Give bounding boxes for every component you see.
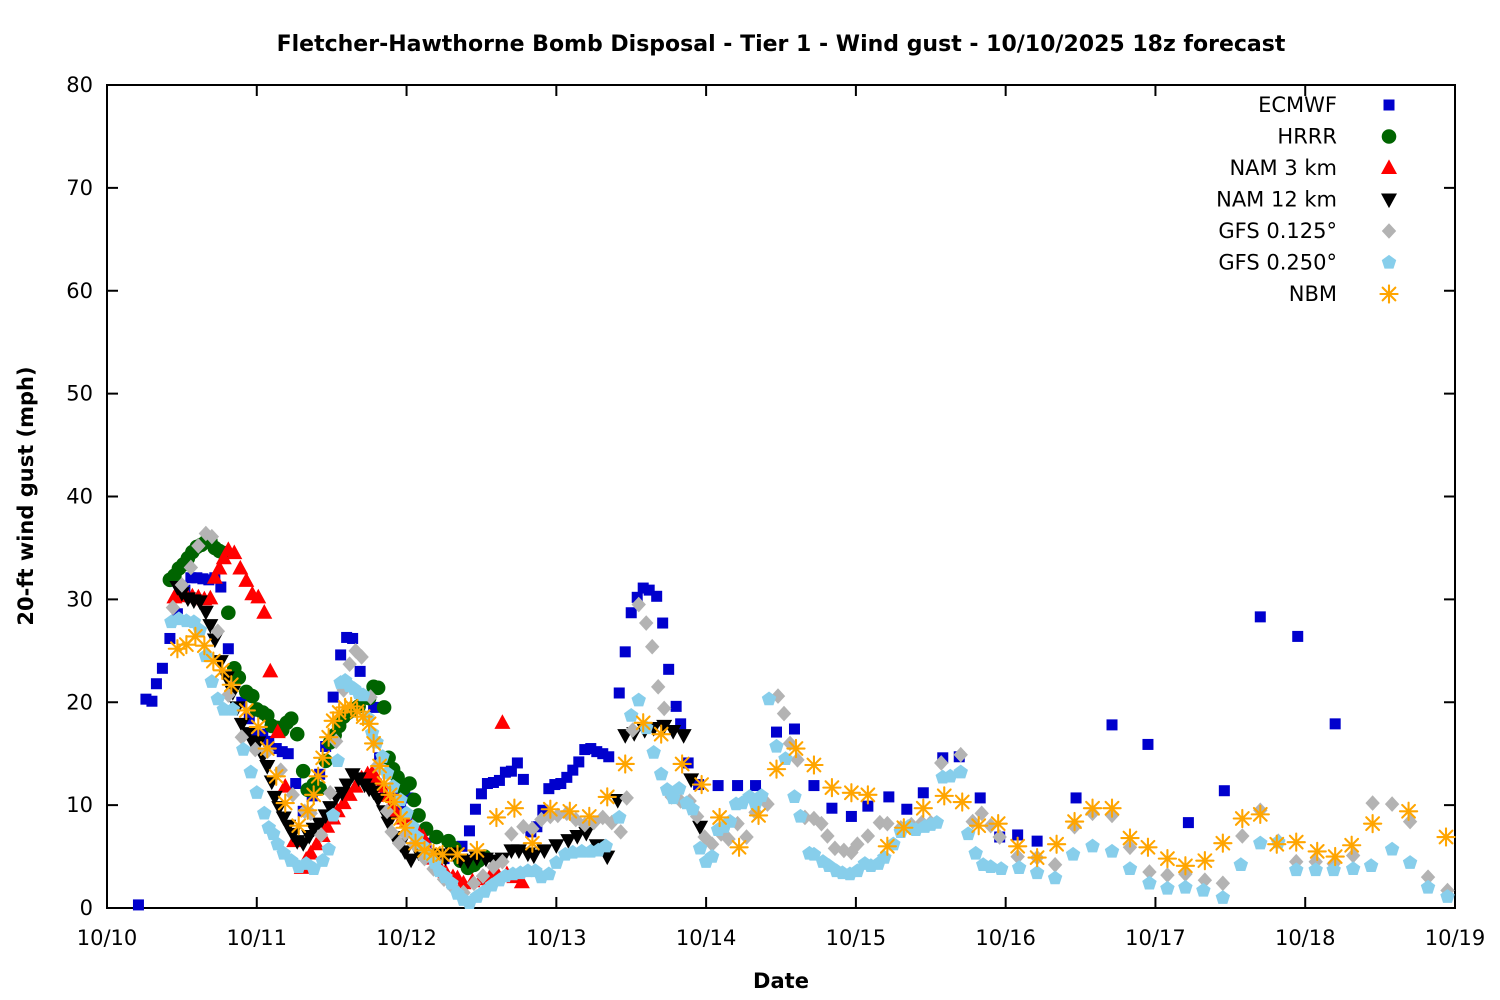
x-tick-label-10-19: 10/19 <box>1425 926 1486 950</box>
y-tick-label-20: 20 <box>66 690 93 714</box>
legend-marker-pentagon-icon <box>1381 254 1397 269</box>
legend-label: HRRR <box>1277 125 1337 149</box>
x-tick-label-10-12: 10/12 <box>376 926 437 950</box>
legend-marker-triangle-down-icon <box>1381 193 1397 209</box>
legend-item-nam-12-km: NAM 12 km <box>1216 188 1397 212</box>
tick-labels: 10/10 10/11 10/12 10/13 10/14 10/15 10/16 10/17… <box>66 73 1485 950</box>
legend-label: NBM <box>1289 282 1337 306</box>
legend: ECMWF HRRR NAM 3 km NAM 12 km GFS 0.125° GFS … <box>1216 93 1399 306</box>
legend-item-hrrr: HRRR <box>1277 125 1397 149</box>
legend-marker-square-icon <box>1383 99 1395 111</box>
legend-item-gfs-0-250-: GFS 0.250° <box>1218 251 1397 275</box>
legend-item-nam-3-km: NAM 3 km <box>1229 156 1397 180</box>
y-tick-label-30: 30 <box>66 587 93 611</box>
y-axis-label: 20-ft wind gust (mph) <box>14 366 38 625</box>
x-tick-label-10-18: 10/18 <box>1275 926 1336 950</box>
x-axis-label: Date <box>753 969 809 993</box>
legend-item-nbm: NBM <box>1289 282 1399 306</box>
x-tick-label-10-11: 10/11 <box>227 926 288 950</box>
legend-label: NAM 12 km <box>1216 188 1337 212</box>
legend-label: GFS 0.125° <box>1218 219 1337 243</box>
y-tick-label-0: 0 <box>80 896 93 920</box>
legend-marker-circle-icon <box>1381 129 1397 144</box>
y-tick-label-80: 80 <box>66 73 93 97</box>
legend-marker-asterisk-icon <box>1379 284 1399 304</box>
legend-label: ECMWF <box>1258 93 1337 117</box>
y-tick-label-10: 10 <box>66 793 93 817</box>
x-tick-label-10-17: 10/17 <box>1125 926 1186 950</box>
legend-label: NAM 3 km <box>1229 156 1337 180</box>
y-tick-label-60: 60 <box>66 279 93 303</box>
legend-marker-triangle-up-icon <box>1381 159 1397 174</box>
series-nbm <box>167 626 1456 876</box>
series-ecmwf <box>132 572 1341 911</box>
series-nam-12-km <box>169 581 709 870</box>
tick-marks <box>106 84 1456 909</box>
x-tick-label-10-13: 10/13 <box>526 926 587 950</box>
legend-item-gfs-0-125-: GFS 0.125° <box>1218 219 1397 243</box>
x-tick-label-10-14: 10/14 <box>676 926 737 950</box>
legend-item-ecmwf: ECMWF <box>1258 93 1395 117</box>
legend-label: GFS 0.250° <box>1218 251 1337 275</box>
data-points <box>132 525 1456 911</box>
x-tick-label-10-10: 10/10 <box>77 926 138 950</box>
chart-title: Fletcher-Hawthorne Bomb Disposal - Tier … <box>277 32 1286 57</box>
legend-marker-diamond-icon <box>1381 223 1397 239</box>
y-tick-label-50: 50 <box>66 382 93 406</box>
x-tick-label-10-16: 10/16 <box>975 926 1036 950</box>
y-tick-label-70: 70 <box>66 176 93 200</box>
x-tick-label-10-15: 10/15 <box>826 926 887 950</box>
y-tick-label-40: 40 <box>66 485 93 509</box>
